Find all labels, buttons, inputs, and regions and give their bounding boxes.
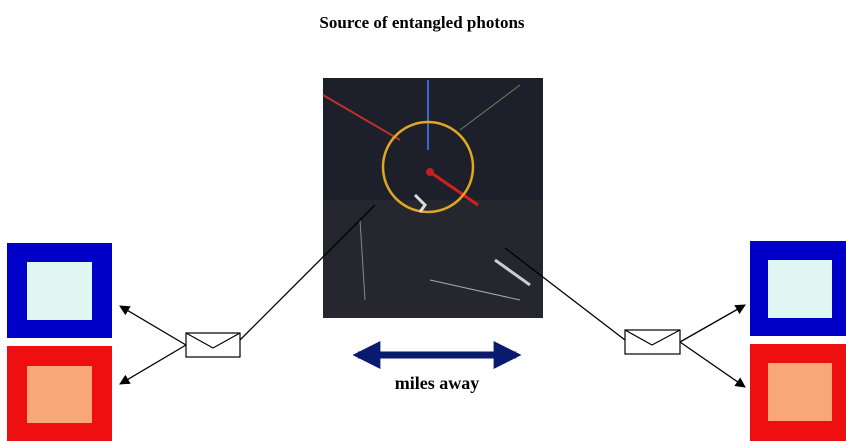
- right-detectors: [750, 241, 846, 441]
- left-detectors: [7, 243, 112, 441]
- distance-label: miles away: [395, 373, 480, 393]
- envelope-right: [625, 330, 680, 354]
- source-photo: [323, 78, 543, 318]
- diagram: Source of entangled photons: [0, 0, 846, 441]
- title: Source of entangled photons: [319, 13, 525, 32]
- envelope-left: [186, 333, 240, 357]
